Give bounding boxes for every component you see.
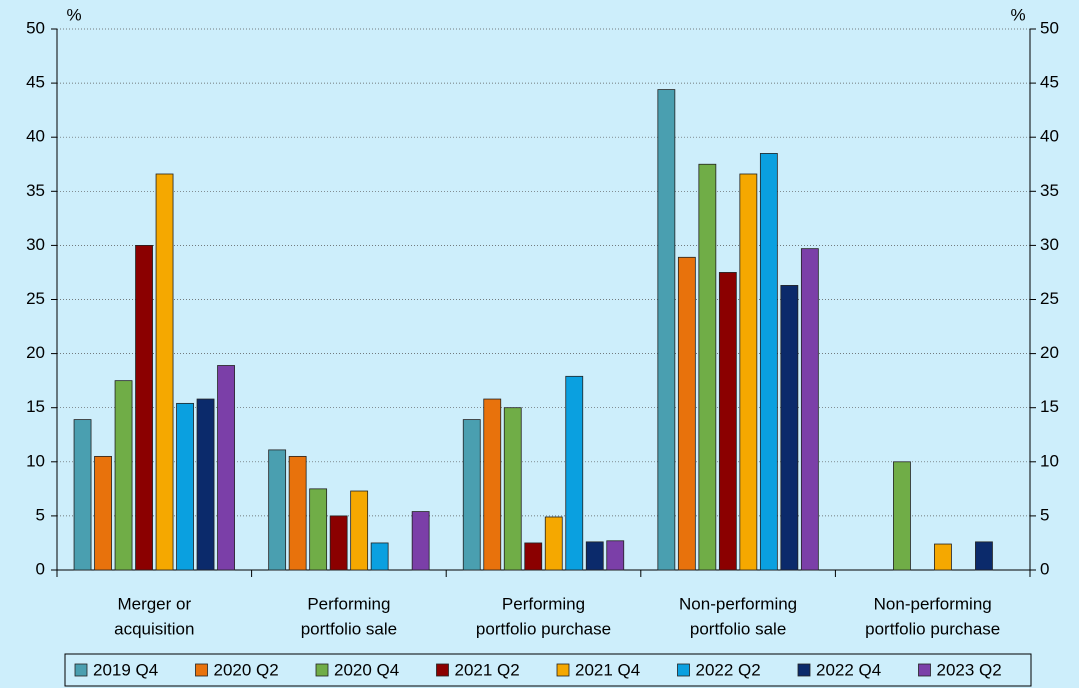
- legend-swatch: [677, 663, 690, 677]
- y-tick-label: 0: [36, 559, 45, 578]
- y-tick-label: 35: [26, 181, 45, 200]
- legend-swatch: [918, 663, 931, 677]
- bar: [411, 511, 430, 571]
- bar: [329, 515, 348, 571]
- bar: [524, 542, 543, 571]
- bar: [893, 461, 911, 571]
- legend-swatch: [195, 663, 208, 677]
- y-tick-label: 10: [26, 451, 45, 470]
- y-tick-label: 30: [26, 235, 45, 254]
- legend-label: 2022 Q4: [816, 660, 881, 679]
- y2-unit-label: %: [1010, 5, 1025, 24]
- x-tick-label: Performing: [307, 594, 390, 613]
- y2-tick-label: 50: [1040, 18, 1059, 37]
- y-unit-label: %: [66, 5, 81, 24]
- x-tick-label: portfolio sale: [301, 619, 397, 638]
- y2-tick-label: 40: [1040, 127, 1059, 146]
- x-tick-label: Non-performing: [679, 594, 797, 613]
- x-tick-label: acquisition: [114, 619, 194, 638]
- bar: [217, 365, 235, 571]
- legend-swatch: [74, 663, 88, 677]
- bar: [677, 256, 696, 571]
- legend-swatch: [797, 663, 811, 677]
- y2-tick-label: 10: [1040, 451, 1059, 470]
- y-tick-label: 45: [26, 73, 45, 92]
- x-tick-label: portfolio sale: [690, 619, 786, 638]
- bar: [135, 244, 153, 571]
- bar: [759, 153, 778, 571]
- legend-label: 2022 Q2: [696, 660, 761, 679]
- bar: [800, 248, 819, 571]
- y2-tick-label: 0: [1040, 559, 1049, 578]
- legend-label: 2020 Q2: [214, 660, 279, 679]
- bar: [780, 285, 799, 571]
- bar: [565, 375, 584, 571]
- y2-tick-label: 45: [1040, 73, 1059, 92]
- bar: [196, 398, 215, 571]
- bar: [176, 402, 194, 571]
- y-tick-label: 25: [26, 289, 45, 308]
- y-tick-label: 5: [36, 505, 45, 524]
- y2-tick-label: 15: [1040, 397, 1059, 416]
- y2-tick-label: 30: [1040, 235, 1059, 254]
- bar: [585, 541, 604, 571]
- legend-box: [64, 653, 1032, 687]
- x-tick-label: Merger or: [117, 594, 191, 613]
- bar: [268, 449, 287, 571]
- bar: [309, 488, 328, 571]
- x-tick-label: Non-performing: [874, 594, 992, 613]
- bar: [94, 455, 112, 571]
- bar: [544, 516, 563, 571]
- bar: [73, 419, 92, 571]
- y-tick-label: 20: [26, 343, 45, 362]
- legend-label: 2020 Q4: [334, 660, 399, 679]
- legend-swatch: [315, 663, 329, 677]
- y-tick-label: 15: [26, 397, 45, 416]
- bar: [934, 543, 952, 571]
- bar: [288, 455, 307, 571]
- x-tick-label: Performing: [502, 594, 585, 613]
- x-tick-label: portfolio purchase: [865, 619, 1000, 638]
- y2-tick-label: 5: [1040, 505, 1049, 524]
- legend-label: 2019 Q4: [93, 660, 158, 679]
- bar: [462, 419, 481, 571]
- y2-tick-label: 25: [1040, 289, 1059, 308]
- legend-label: 2021 Q4: [575, 660, 640, 679]
- legend-swatch: [556, 663, 570, 677]
- bar: [698, 163, 717, 571]
- bar: [606, 540, 625, 571]
- y2-tick-label: 35: [1040, 181, 1059, 200]
- legend-label: 2023 Q2: [937, 660, 1002, 679]
- y2-tick-label: 20: [1040, 343, 1059, 362]
- legend-swatch: [436, 663, 449, 677]
- bar: [370, 542, 389, 571]
- bar: [114, 380, 133, 571]
- x-tick-label: portfolio purchase: [476, 619, 611, 638]
- bar: [503, 407, 522, 571]
- bar: [739, 173, 758, 571]
- bar: [975, 541, 993, 571]
- bar: [718, 272, 737, 571]
- legend-label: 2021 Q2: [455, 660, 520, 679]
- bar: [657, 89, 676, 571]
- bar: [155, 173, 174, 571]
- bar: [350, 490, 369, 571]
- y-tick-label: 40: [26, 127, 45, 146]
- y-tick-label: 50: [26, 18, 45, 37]
- bar: [483, 398, 502, 571]
